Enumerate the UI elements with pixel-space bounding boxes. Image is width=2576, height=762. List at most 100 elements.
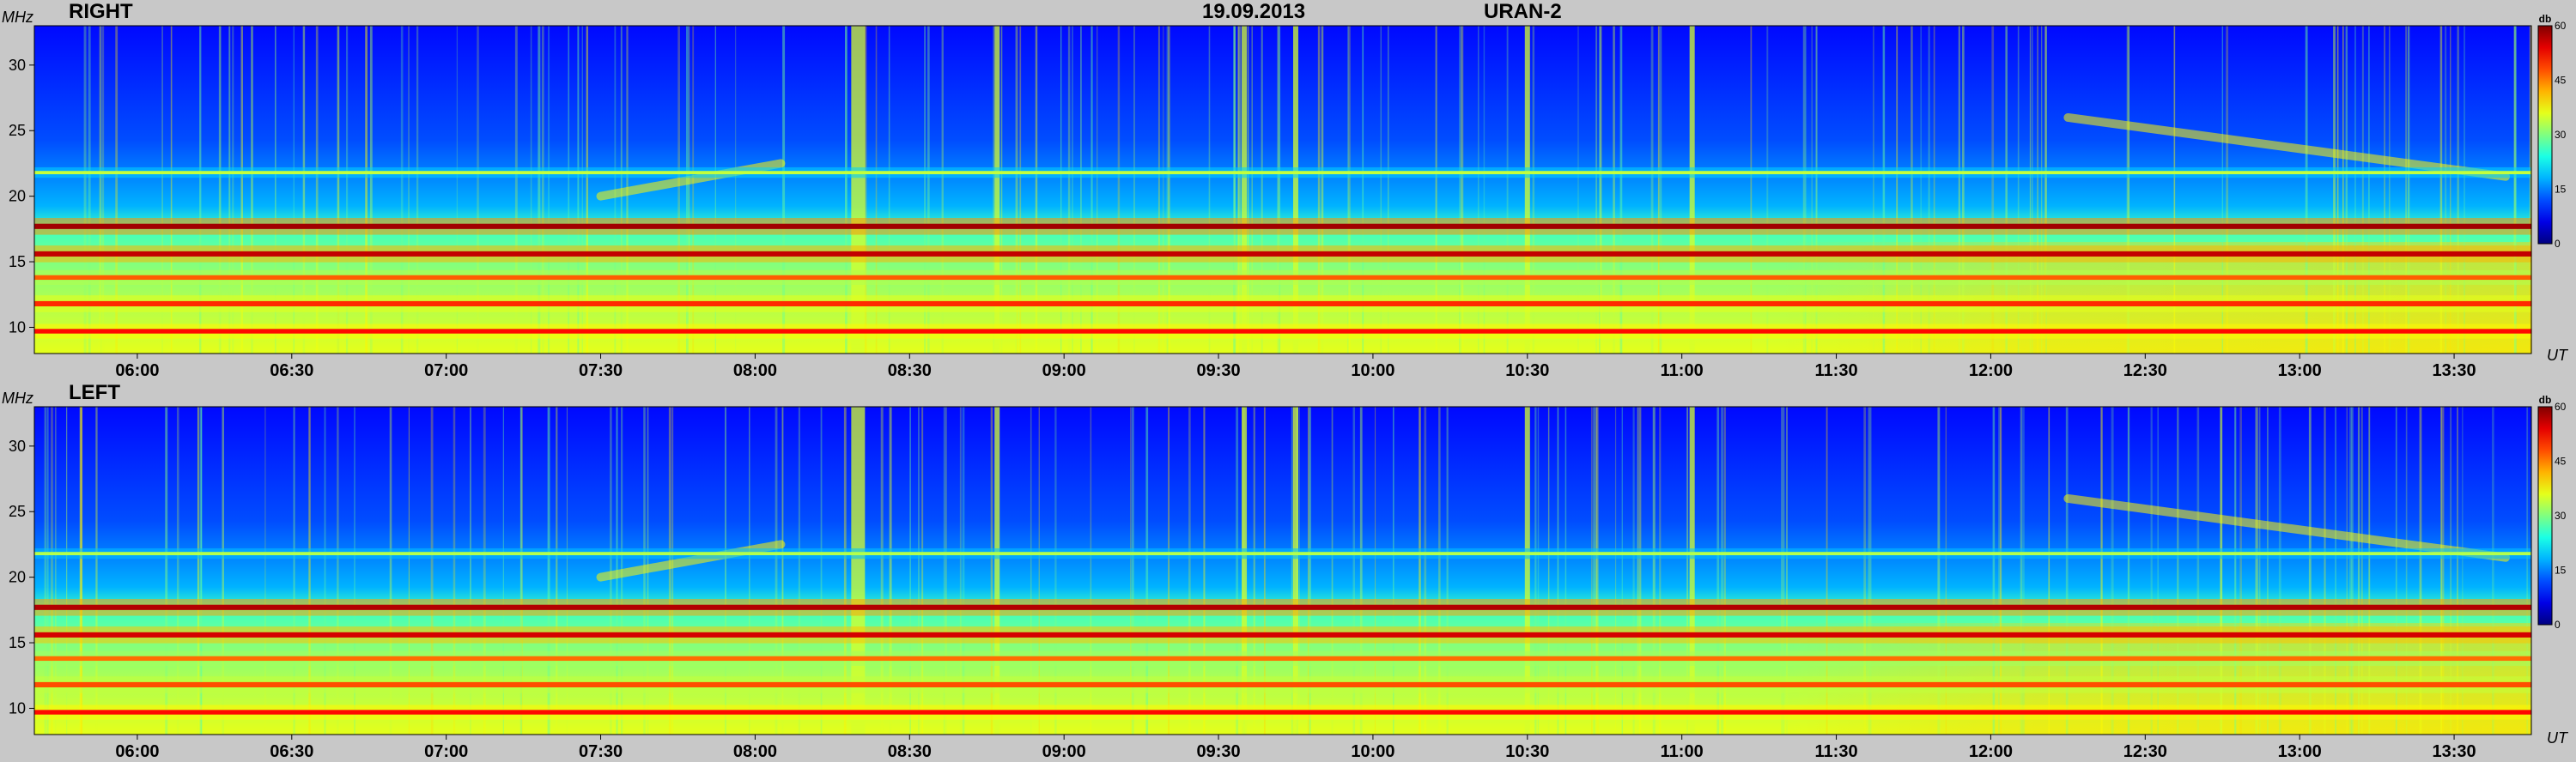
interference-streak bbox=[66, 407, 68, 735]
interference-streak bbox=[1380, 26, 1382, 354]
interference-streak bbox=[568, 26, 570, 354]
interference-streak bbox=[456, 26, 458, 354]
interference-streak bbox=[2361, 26, 2364, 354]
interference-streak bbox=[2335, 407, 2337, 735]
date-label: 19.09.2013 bbox=[1202, 0, 1306, 23]
interference-streak bbox=[2258, 407, 2261, 735]
colorbar-tick-label: 15 bbox=[2555, 184, 2567, 196]
interference-streak bbox=[2346, 407, 2348, 735]
interference-streak bbox=[197, 407, 200, 735]
interference-streak bbox=[2221, 26, 2224, 354]
interference-streak bbox=[798, 407, 800, 735]
interference-streak bbox=[1236, 407, 1239, 735]
interference-streak bbox=[782, 26, 786, 354]
interference-streak bbox=[1240, 26, 1242, 354]
interference-streak bbox=[408, 26, 410, 354]
interference-streak bbox=[2395, 407, 2397, 735]
interference-streak bbox=[2445, 26, 2447, 354]
interference-streak bbox=[1237, 26, 1241, 354]
interference-streak bbox=[1534, 407, 1537, 735]
interference-streak bbox=[2351, 407, 2353, 735]
interference-streak bbox=[1054, 407, 1057, 735]
interference-streak bbox=[962, 407, 965, 735]
interference-streak bbox=[2111, 407, 2114, 735]
interference-streak bbox=[1203, 407, 1206, 735]
y-tick-label: 25 bbox=[9, 503, 26, 520]
interference-streak bbox=[941, 26, 944, 354]
interference-streak bbox=[199, 26, 202, 354]
interference-streak bbox=[671, 407, 674, 735]
interference-streak bbox=[502, 407, 504, 735]
interference-streak bbox=[2234, 407, 2237, 735]
interference-streak bbox=[1599, 26, 1601, 354]
interference-streak bbox=[161, 26, 163, 354]
interference-streak bbox=[1035, 26, 1038, 354]
interference-streak bbox=[1826, 407, 1828, 735]
interference-streak bbox=[714, 26, 716, 354]
band-mark bbox=[34, 552, 2531, 556]
x-tick-label: 11:00 bbox=[1661, 742, 1704, 761]
interference-streak bbox=[566, 407, 568, 735]
interference-streak bbox=[880, 407, 884, 735]
interference-streak bbox=[1721, 407, 1724, 735]
interference-streak bbox=[2368, 407, 2371, 735]
colorbar-tick-label: 30 bbox=[2555, 510, 2567, 522]
interference-streak bbox=[1130, 407, 1132, 735]
interference-streak bbox=[749, 407, 750, 735]
interference-streak bbox=[2017, 26, 2020, 354]
y-tick-label: 15 bbox=[9, 634, 26, 651]
interference-streak bbox=[1882, 26, 1886, 354]
y-tick-label: 10 bbox=[9, 699, 26, 717]
interference-streak bbox=[2441, 407, 2445, 735]
x-tick-label: 13:00 bbox=[2278, 742, 2322, 761]
interference-streak bbox=[1991, 26, 1995, 354]
interference-streak bbox=[2526, 407, 2529, 735]
interference-streak bbox=[1537, 407, 1540, 735]
x-unit-label-left: UT bbox=[2547, 729, 2567, 747]
interference-streak bbox=[1933, 26, 1935, 354]
interference-streak bbox=[1657, 26, 1660, 354]
interference-streak bbox=[1352, 407, 1356, 735]
x-tick-label: 11:30 bbox=[1815, 742, 1858, 761]
interference-streak bbox=[724, 407, 726, 735]
interference-streak bbox=[1459, 26, 1461, 354]
band-mark bbox=[34, 251, 2531, 257]
interference-streak bbox=[1278, 26, 1281, 354]
interference-streak bbox=[530, 26, 532, 354]
colorbar-tick-label: 60 bbox=[2555, 20, 2567, 32]
interference-streak bbox=[176, 407, 179, 735]
interference-streak bbox=[369, 26, 373, 354]
colorbar-tick-label: 60 bbox=[2555, 401, 2567, 413]
band-mark bbox=[34, 632, 2531, 638]
plot-frame bbox=[33, 406, 2532, 735]
burst-mark bbox=[994, 407, 1000, 735]
interference-streak bbox=[1863, 407, 1867, 735]
interference-streak bbox=[2324, 407, 2326, 735]
interference-streak bbox=[2368, 26, 2370, 354]
interference-streak bbox=[1786, 407, 1788, 735]
interference-streak bbox=[2044, 26, 2047, 354]
interference-streak bbox=[1331, 407, 1334, 735]
interference-streak bbox=[1945, 407, 1947, 735]
colorbar-label: db bbox=[2539, 394, 2552, 406]
interference-streak bbox=[1506, 26, 1509, 354]
interference-streak bbox=[95, 407, 98, 735]
interference-streak bbox=[1483, 26, 1485, 354]
x-tick-label: 12:00 bbox=[1969, 361, 2013, 380]
interference-streak bbox=[2354, 26, 2356, 354]
interference-streak bbox=[2150, 407, 2153, 735]
interference-streak bbox=[1723, 407, 1726, 735]
x-tick-label: 06:00 bbox=[115, 361, 159, 380]
burst-mark bbox=[1524, 407, 1530, 735]
y-tick-label: 30 bbox=[9, 57, 26, 74]
interference-streak bbox=[1393, 407, 1394, 735]
interference-streak bbox=[232, 26, 234, 354]
interference-streak bbox=[2005, 26, 2008, 354]
interference-streak bbox=[2439, 26, 2443, 354]
interference-streak bbox=[1424, 407, 1427, 735]
x-tick-label: 08:00 bbox=[733, 742, 777, 761]
interference-streak bbox=[541, 26, 544, 354]
x-tick-label: 06:30 bbox=[270, 361, 313, 380]
interference-streak bbox=[2226, 26, 2229, 354]
interference-streak bbox=[1750, 26, 1753, 354]
